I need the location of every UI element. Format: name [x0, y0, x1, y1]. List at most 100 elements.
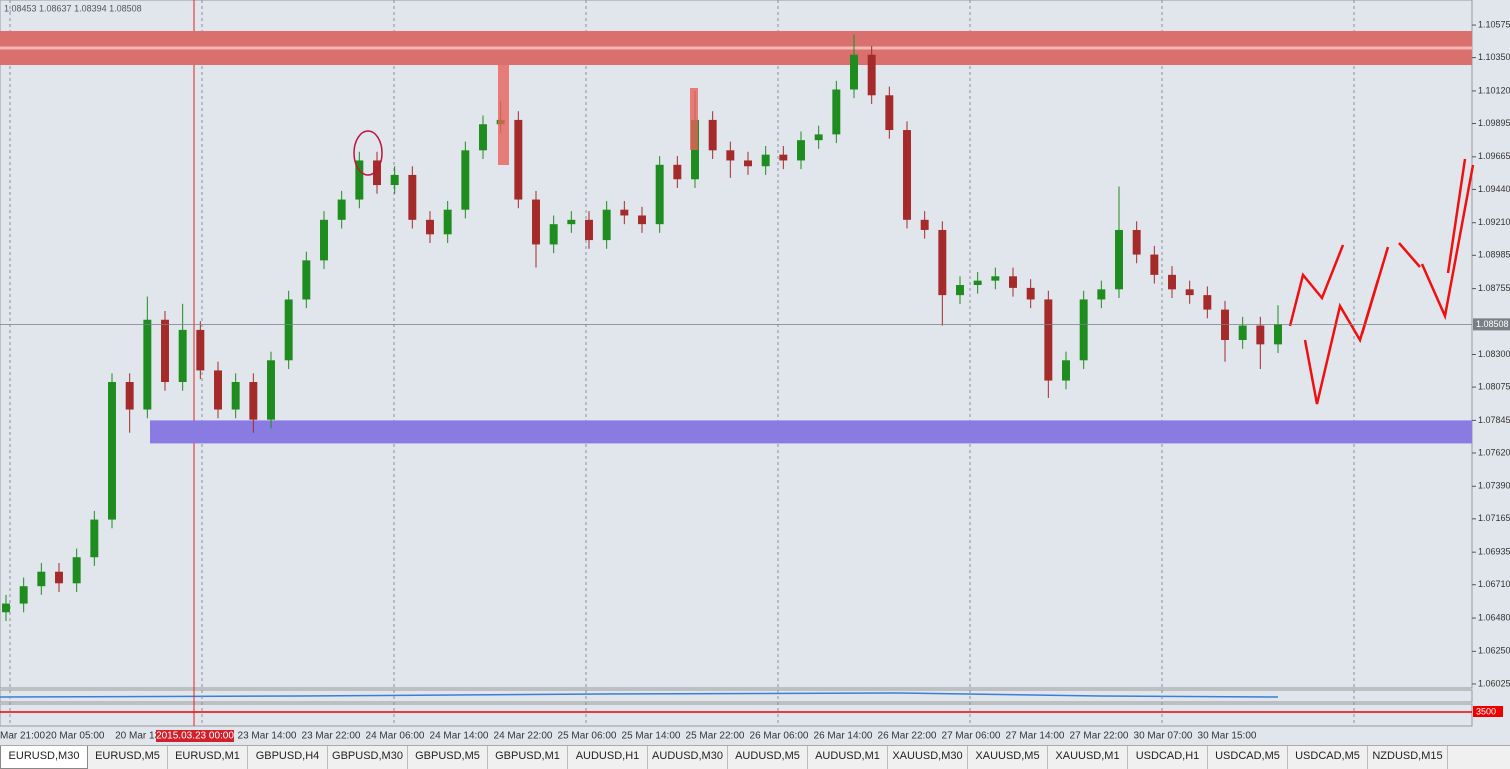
candle-body	[655, 164, 664, 225]
candle-body	[72, 557, 81, 584]
symbol-tab[interactable]: EURUSD,M30	[0, 746, 88, 769]
candle-body	[479, 124, 487, 151]
volume-panel	[0, 703, 1473, 727]
symbol-tab[interactable]: XAUUSD,M5	[968, 746, 1048, 769]
crosshair-label-box	[156, 730, 234, 742]
candle-body	[956, 284, 964, 296]
candle-body	[55, 571, 63, 584]
symbol-tab[interactable]: GBPUSD,M30	[328, 746, 408, 769]
candle-body	[938, 229, 947, 296]
current-price-box	[1473, 318, 1510, 331]
tab-bar: EURUSD,M30 EURUSD,M5 EURUSD,M1 GBPUSD,H4 GBP…	[0, 745, 1510, 769]
forecast-arrow	[1288, 244, 1345, 327]
candle-body	[390, 174, 399, 186]
symbol-tab[interactable]: AUDUSD,M30	[648, 746, 728, 769]
candle-body	[125, 382, 134, 410]
y-tick-label: 1.06935	[1478, 547, 1510, 557]
candle-body	[426, 219, 434, 235]
y-tick-label: 1.09665	[1478, 151, 1510, 161]
y-tick-label: 1.09895	[1478, 118, 1510, 128]
candle-body	[602, 209, 611, 241]
volume-level-label: 3500	[1476, 706, 1496, 716]
annotation-mark	[690, 88, 698, 150]
symbol-tab[interactable]: USDCAD,M5	[1208, 746, 1288, 769]
x-tick-label: 24 Mar 06:00	[366, 731, 425, 742]
symbol-tab[interactable]: USDCAD,H1	[1128, 746, 1208, 769]
forecast-arrow	[1360, 246, 1390, 335]
plot-area	[0, 0, 1473, 689]
crosshair-label: 2015.03.23 00:00	[156, 731, 234, 742]
symbol-tab[interactable]: GBPUSD,H4	[248, 746, 328, 769]
x-tick-label: 25 Mar 06:00	[558, 731, 617, 742]
annotation-circle	[353, 130, 383, 176]
candle-body	[37, 571, 46, 587]
candle-body	[1185, 289, 1194, 296]
candle-body	[779, 154, 788, 161]
candle-body	[850, 54, 858, 90]
candle-body	[1203, 295, 1212, 310]
symbol-tab[interactable]: AUDUSD,M5	[728, 746, 808, 769]
x-tick-label: 27 Mar 22:00	[1070, 731, 1129, 742]
y-tick-label: 1.07165	[1478, 513, 1510, 523]
x-tick-label: 27 Mar 14:00	[1006, 731, 1065, 742]
x-tick-label: 24 Mar 22:00	[494, 731, 553, 742]
x-tick-label: 26 Mar 06:00	[750, 731, 809, 742]
candle-body	[337, 199, 346, 220]
y-tick-label: 1.08985	[1478, 250, 1510, 260]
x-tick-label: 26 Mar 14:00	[814, 731, 873, 742]
zone	[150, 420, 1472, 444]
y-tick-label: 1.06710	[1478, 579, 1510, 589]
candle-body	[903, 130, 911, 220]
candle-body	[1150, 254, 1159, 275]
candle-body	[1256, 325, 1265, 345]
x-tick-label: 24 Mar 14:00	[430, 731, 489, 742]
candle-body	[761, 154, 770, 167]
candle-body	[1274, 324, 1282, 345]
candle-body	[1062, 360, 1070, 381]
y-tick-label: 1.10120	[1478, 85, 1510, 95]
indicator-line	[0, 692, 1279, 698]
candle-body	[1221, 309, 1229, 341]
indicator-panel	[0, 689, 1473, 703]
candle-body	[1238, 325, 1247, 341]
symbol-tab[interactable]: XAUUSD,M30	[888, 746, 968, 769]
x-tick-label: 26 Mar 22:00	[878, 731, 937, 742]
symbol-tab[interactable]: XAUUSD,M1	[1048, 746, 1128, 769]
y-tick-label: 1.07390	[1478, 481, 1510, 491]
candle-body	[549, 224, 558, 245]
candle-body	[231, 382, 240, 410]
candle-body	[1115, 229, 1123, 290]
candle-body	[973, 280, 982, 285]
current-price-label: 1.08508	[1476, 319, 1509, 329]
candle-body	[620, 209, 629, 216]
y-tick-label: 1.08075	[1478, 381, 1510, 391]
candle-body	[585, 219, 593, 241]
volume-level-box	[1473, 706, 1503, 717]
symbol-tab[interactable]: AUDUSD,H1	[568, 746, 648, 769]
candle-body	[461, 150, 470, 210]
symbol-tab[interactable]: EURUSD,M5	[88, 746, 168, 769]
candle-body	[19, 586, 28, 604]
x-tick-label: 23 Mar 22:00	[302, 731, 361, 742]
y-tick-label: 1.06250	[1478, 646, 1510, 656]
candle-body	[143, 319, 152, 410]
candle-body	[2, 603, 10, 613]
symbol-tab[interactable]: GBPUSD,M5	[408, 746, 488, 769]
symbol-tab[interactable]: USDCAD,M5	[1288, 746, 1368, 769]
candle-body	[178, 329, 187, 383]
symbol-tab[interactable]: NZDUSD,M15	[1368, 746, 1448, 769]
candle-body	[744, 160, 752, 167]
candle-body	[355, 160, 364, 200]
symbol-tab[interactable]: AUDUSD,M1	[808, 746, 888, 769]
forecast-arrow	[1446, 158, 1467, 274]
y-tick-label: 1.07620	[1478, 447, 1510, 457]
x-tick-label: 20 Mar 05:00	[46, 731, 105, 742]
ohlc-header: 1.08453 1.08637 1.08394 1.08508	[4, 3, 142, 13]
candle-body	[567, 219, 576, 225]
symbol-tab[interactable]: GBPUSD,M1	[488, 746, 568, 769]
candle-body	[514, 119, 523, 200]
symbol-tab[interactable]: EURUSD,M1	[168, 746, 248, 769]
candle-body	[708, 119, 717, 151]
candle-body	[249, 382, 258, 420]
candle-body	[108, 382, 116, 520]
